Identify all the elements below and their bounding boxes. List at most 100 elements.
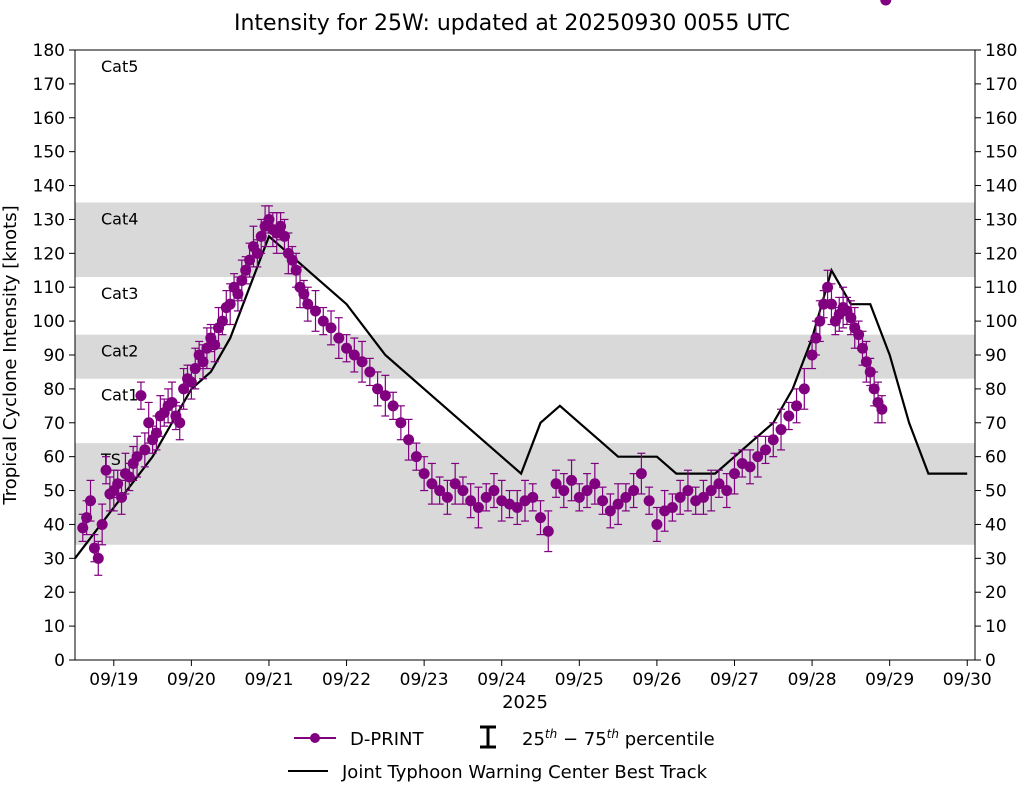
dprint-point [868, 383, 880, 395]
y-tick-label-right: 150 [985, 143, 1017, 163]
y-tick-label-right: 110 [985, 278, 1017, 298]
y-tick-label-right: 10 [985, 617, 1007, 637]
dprint-point [356, 356, 368, 368]
dprint-point [791, 400, 803, 412]
dprint-point [185, 376, 197, 388]
dprint-point [92, 552, 104, 564]
dprint-point [810, 332, 822, 344]
dprint-point [364, 366, 376, 378]
dprint-point [123, 471, 135, 483]
dprint-point [488, 485, 500, 497]
dprint-point [825, 298, 837, 310]
dprint-point [216, 315, 228, 327]
dprint-point [822, 281, 834, 293]
dprint-point [635, 468, 647, 480]
y-tick-label-left: 70 [43, 414, 65, 434]
category-labels: TS Cat1 Cat2 Cat3 Cat4 Cat5 [100, 57, 138, 469]
dprint-point [298, 288, 310, 300]
y-tick-label-right: 40 [985, 515, 1007, 535]
best-track-line [74, 234, 968, 559]
dprint-point [166, 396, 178, 408]
y-axis-left: 0 10 20 30 40 50 60 70 80 90 100 110 120 130 140 150 160… [33, 41, 75, 671]
dprint-point [88, 542, 100, 554]
x-tick-label: 09/28 [788, 670, 837, 690]
y-axis-label: Tropical Cyclone Intensity [knots] [0, 205, 21, 505]
dprint-point [275, 220, 287, 232]
dprint-point [232, 288, 244, 300]
dprint-point [511, 502, 523, 513]
y-tick-label-right: 170 [985, 75, 1017, 95]
dprint-point [449, 478, 461, 490]
x-tick-label: 09/19 [89, 670, 138, 690]
dprint-point [131, 451, 143, 463]
x-tick-label: 09/24 [477, 670, 526, 690]
dprint-point [290, 264, 302, 276]
dprint-point [682, 485, 694, 497]
dprint-point [150, 427, 162, 439]
dprint-point [387, 400, 399, 412]
dprint-point [236, 274, 248, 286]
dprint-point [209, 339, 221, 351]
dprint-point [651, 518, 663, 530]
band-cat4 [75, 202, 975, 278]
y-tick-label-right: 80 [985, 380, 1007, 400]
y-tick-label-left: 120 [33, 244, 65, 264]
dprint-point [527, 491, 539, 503]
y-tick-label-left: 160 [33, 109, 65, 129]
dprint-point [752, 451, 764, 463]
y-tick-label-left: 180 [33, 41, 65, 61]
dprint-point [278, 230, 290, 242]
dprint-point [85, 495, 97, 507]
band-cat2 [75, 334, 975, 379]
y-tick-label-left: 40 [43, 515, 65, 535]
best-track-series [74, 234, 968, 559]
dprint-point [542, 525, 554, 537]
dprint-point [814, 315, 826, 327]
dprint-point [418, 468, 430, 480]
dprint-point [620, 491, 632, 503]
dprint-point [317, 315, 329, 327]
y-tick-label-left: 100 [33, 312, 65, 332]
legend: D-PRINT 25th − 75th percentile Joint Typ… [288, 725, 715, 783]
x-tick-label: 09/27 [710, 670, 759, 690]
y-tick-label-left: 130 [33, 210, 65, 230]
dprint-point [112, 478, 124, 490]
x-tick-label: 09/25 [555, 670, 604, 690]
dprint-point [302, 298, 314, 310]
dprint-point [775, 424, 787, 436]
dprint-point [441, 491, 453, 503]
dprint-point [880, 0, 892, 6]
dprint-point [465, 495, 477, 507]
dprint-point [472, 502, 484, 513]
y-tick-label-left: 60 [43, 448, 65, 468]
dprint-series [77, 0, 892, 564]
dprint-point [325, 322, 337, 334]
dprint-point [566, 474, 578, 486]
x-tick-label: 09/20 [167, 670, 216, 690]
dprint-point [597, 495, 609, 507]
x-tick-label: 09/21 [244, 670, 293, 690]
y-tick-label-left: 30 [43, 549, 65, 569]
y-tick-label-right: 100 [985, 312, 1017, 332]
dprint-point [81, 512, 93, 524]
dprint-point [379, 390, 391, 402]
x-tick-label: 09/22 [322, 670, 371, 690]
y-tick-label-left: 50 [43, 482, 65, 502]
y-tick-label-left: 90 [43, 346, 65, 366]
dprint-point [604, 505, 616, 517]
dprint-point [178, 383, 190, 395]
y-tick-label-right: 180 [985, 41, 1017, 61]
y-tick-label-left: 170 [33, 75, 65, 95]
category-bands [75, 202, 975, 545]
dprint-point [612, 498, 624, 510]
y-tick-label-left: 150 [33, 143, 65, 163]
y-tick-label-left: 20 [43, 583, 65, 603]
y-tick-label-left: 110 [33, 278, 65, 298]
dprint-point [286, 254, 298, 266]
y-tick-label-right: 30 [985, 549, 1007, 569]
dprint-point [845, 312, 857, 324]
dprint-point [189, 363, 201, 375]
y-tick-label-right: 70 [985, 414, 1007, 434]
y-tick-label-right: 120 [985, 244, 1017, 264]
dprint-point [674, 491, 686, 503]
